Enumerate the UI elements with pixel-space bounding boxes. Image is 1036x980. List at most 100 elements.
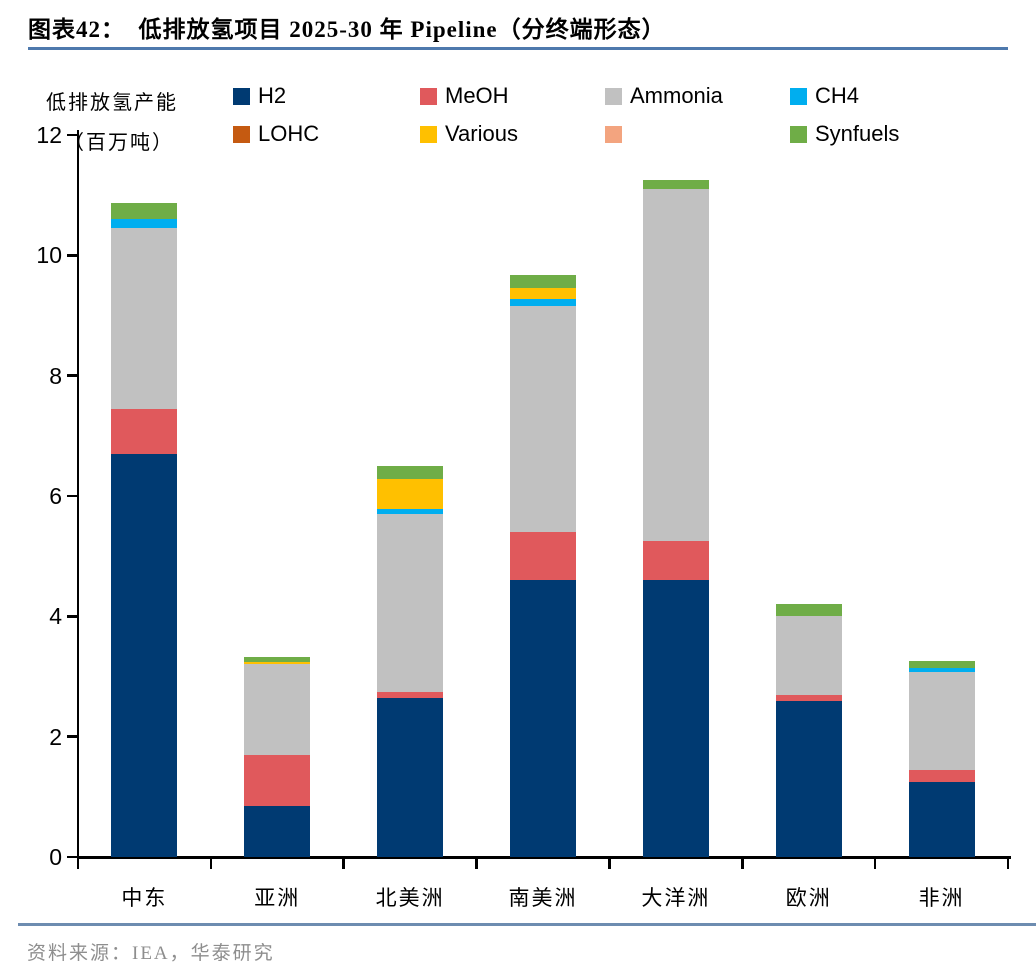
x-axis-label: 欧洲 [785,886,832,910]
legend-label: LOHC [258,121,320,146]
y-axis-tick [67,374,77,377]
x-axis-label: 中东 [121,886,168,910]
x-axis-label: 非洲 [918,886,965,910]
legend-item-h2: H2 [233,83,287,108]
bar-segment-h2 [908,781,975,857]
legend-label: MeOH [445,83,509,108]
figure-title: 图表42： 低排放氢项目 2025-30 年 Pipeline（分终端形态） [28,17,666,42]
bar-stack-4 [642,180,709,857]
bar-segment-various [377,479,444,510]
bar-segment-various [510,288,576,300]
legend-swatch-unlabeled [605,125,622,143]
y-axis-tick-label: 4 [49,603,62,630]
bar-segment-ammonia [642,189,709,542]
bar-stack-2 [377,465,444,857]
y-axis-title-line2: （百万吨） [64,132,174,154]
bar-segment-synfuels [642,180,709,190]
x-axis-tick [873,857,877,869]
bar-segment-h2 [111,453,178,857]
y-axis-title-line1: 低排放氢产能 [46,92,178,114]
y-axis-tick [67,494,77,498]
legend-label: Ammonia [630,83,723,108]
legend-swatch-lohc [233,125,250,143]
bar-stack-5 [775,604,842,857]
bar-segment-meoh [377,691,444,698]
legend-label: Synfuels [815,121,900,146]
legend-swatch-h2 [233,87,250,105]
y-axis-tick-label: 12 [36,122,62,148]
bar-stack-0 [111,203,178,857]
source-note: 资料来源：IEA，华泰研究 [27,943,275,964]
bar-segment-synfuels [908,660,975,669]
y-axis-tick [67,133,77,137]
legend-item-lohc: LOHC [233,121,320,146]
bar-segment-ammonia [775,616,842,695]
legend-swatch-ch4 [790,87,807,105]
x-axis-tick [1006,857,1010,869]
x-axis-tick [741,857,744,869]
bar-segment-h2 [377,697,444,857]
bar-segment-h2 [775,700,842,857]
x-axis-tick [608,857,611,869]
y-axis-tick-label: 0 [49,844,62,870]
legend-item-ammonia: Ammonia [605,83,723,108]
x-axis-label: 亚洲 [254,886,301,910]
y-axis-tick [67,254,77,257]
y-axis-tick-label: 10 [36,242,62,269]
bar-segment-ammonia [510,306,576,533]
bar-segment-ammonia [377,514,444,692]
bar-segment-various [244,662,311,665]
bar-segment-ch4 [510,299,576,307]
legend-item-meoh: MeOH [420,83,509,108]
y-axis-tick [67,615,77,618]
title-divider [28,47,1008,50]
x-axis-label: 大洋洲 [641,886,711,910]
bar-segment-h2 [642,580,709,857]
bar-segment-synfuels [377,465,444,480]
legend-swatch-ammonia [605,87,622,105]
y-axis-tick [67,735,77,738]
bar-segment-ch4 [111,219,178,229]
bar-segment-ammonia [244,664,311,755]
bar-segment-ammonia [111,228,178,409]
bar-segment-ch4 [377,509,444,515]
legend-item-ch4: CH4 [790,83,860,108]
bar-segment-ammonia [908,671,975,770]
y-axis-tick [67,855,77,859]
bar-segment-meoh [510,532,576,581]
y-axis-tick-label: 2 [49,723,62,750]
x-axis-label: 南美洲 [508,886,578,910]
bar-segment-meoh [111,408,178,454]
x-axis-line [76,856,1011,859]
bar-segment-synfuels [111,203,178,220]
legend-swatch-meoh [420,87,437,105]
bar-segment-h2 [510,580,576,857]
bar-segment-ch4 [908,668,975,672]
legend-swatch-various [420,125,437,143]
legend-item-various: Various [420,121,518,146]
plot-area [78,135,1008,857]
x-axis-tick [475,857,478,869]
y-axis-tick-label: 6 [49,483,62,509]
bar-segment-meoh [244,754,311,806]
x-axis-tick [209,857,213,869]
legend-label: H2 [258,83,287,108]
bar-segment-synfuels [775,604,842,617]
bar-segment-synfuels [244,657,311,663]
bar-segment-meoh [642,541,709,581]
bar-segment-synfuels [510,275,576,289]
bar-stack-1 [244,657,311,857]
legend-label: CH4 [815,83,860,108]
bar-stack-3 [510,275,576,857]
y-axis-tick-label: 8 [49,362,62,389]
bar-segment-meoh [775,694,842,701]
bar-segment-meoh [908,769,975,782]
legend-item-synfuels: Synfuels [790,121,900,146]
legend-item-unlabeled [605,125,630,143]
footer-divider [18,923,1036,926]
legend-label: Various [445,121,518,146]
bar-stack-6 [908,660,975,857]
x-axis-label: 北美洲 [375,886,445,910]
x-axis-tick [76,857,80,869]
